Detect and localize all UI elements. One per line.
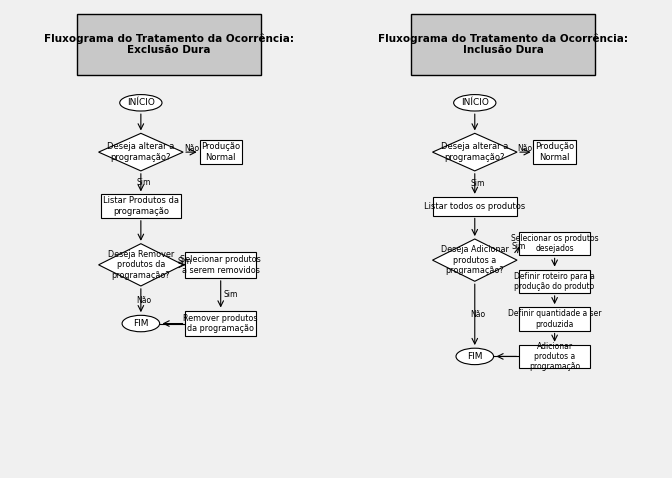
FancyBboxPatch shape (185, 252, 256, 278)
Text: Listar todos os produtos: Listar todos os produtos (424, 202, 526, 211)
FancyBboxPatch shape (200, 141, 242, 164)
Text: Sim: Sim (511, 242, 526, 251)
Text: Fluxograma do Tratamento da Ocorrência:
Inclusão Dura: Fluxograma do Tratamento da Ocorrência: … (378, 33, 628, 55)
Text: Não: Não (517, 144, 533, 153)
Text: Não: Não (470, 310, 486, 319)
Text: Sim: Sim (223, 290, 237, 299)
Text: INÍCIO: INÍCIO (127, 98, 155, 107)
FancyBboxPatch shape (519, 345, 590, 368)
Polygon shape (433, 133, 517, 171)
Text: FIM: FIM (133, 319, 149, 328)
Text: Sim: Sim (137, 178, 151, 187)
FancyBboxPatch shape (77, 13, 261, 75)
Text: Deseja alterar a
programação?: Deseja alterar a programação? (441, 142, 509, 162)
FancyBboxPatch shape (519, 307, 590, 331)
FancyBboxPatch shape (519, 270, 590, 293)
Ellipse shape (122, 315, 160, 332)
FancyBboxPatch shape (185, 311, 256, 337)
Ellipse shape (456, 348, 493, 365)
Text: Remover produtos
da programação: Remover produtos da programação (183, 314, 258, 333)
Polygon shape (433, 239, 517, 281)
Text: Não: Não (183, 144, 199, 153)
Ellipse shape (120, 95, 162, 111)
Text: Deseja alterar a
programação?: Deseja alterar a programação? (107, 142, 175, 162)
Text: Sim: Sim (177, 257, 192, 266)
Text: Deseja Adicionar
produtos a
programação?: Deseja Adicionar produtos a programação? (441, 245, 509, 275)
Text: Deseja Remover
produtos da
programação?: Deseja Remover produtos da programação? (108, 250, 174, 280)
Polygon shape (99, 244, 183, 286)
Text: Listar Produtos da
programação: Listar Produtos da programação (103, 196, 179, 216)
Text: FIM: FIM (467, 352, 482, 361)
Polygon shape (99, 133, 183, 171)
Text: Fluxograma do Tratamento da Ocorrência:
Exclusão Dura: Fluxograma do Tratamento da Ocorrência: … (44, 33, 294, 55)
Text: Selecionar os produtos
desejados: Selecionar os produtos desejados (511, 234, 599, 253)
Text: Definir roteiro para a
produção do produto: Definir roteiro para a produção do produ… (514, 272, 595, 291)
FancyBboxPatch shape (519, 232, 590, 255)
Text: Definir quantidade a ser
produzida: Definir quantidade a ser produzida (508, 309, 601, 328)
FancyBboxPatch shape (433, 197, 517, 216)
FancyBboxPatch shape (534, 141, 576, 164)
Text: INÍCIO: INÍCIO (461, 98, 489, 107)
FancyBboxPatch shape (101, 195, 181, 218)
Text: Produção
Normal: Produção Normal (535, 142, 574, 162)
Ellipse shape (454, 95, 496, 111)
Text: Produção
Normal: Produção Normal (201, 142, 241, 162)
Text: Sim: Sim (471, 179, 485, 188)
FancyBboxPatch shape (411, 13, 595, 75)
Text: Adicionar
produtos a
programação: Adicionar produtos a programação (529, 341, 580, 371)
Text: Selecionar produtos
a serem removidos: Selecionar produtos a serem removidos (180, 255, 261, 274)
Text: Não: Não (136, 296, 152, 305)
